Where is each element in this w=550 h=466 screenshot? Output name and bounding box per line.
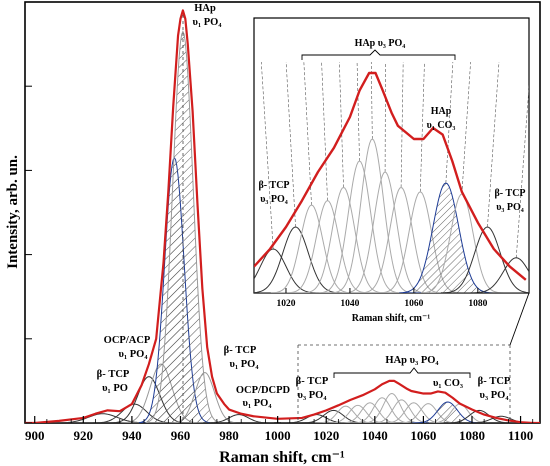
annot-btcp-v1-po-2: υ₁ PO [102, 383, 128, 394]
hap-v3-po4-bracket [333, 367, 471, 378]
inset-component-peaks [254, 138, 529, 293]
annot-btcp-v3-po4-right-1: β- TCP [478, 376, 511, 387]
x-tick-label: 920 [74, 428, 94, 443]
inset-x-ticks: 1020 1040 1060 1080 [276, 288, 488, 309]
inset-spectrum-curves [254, 71, 527, 281]
inset-component-peak [399, 182, 493, 293]
inset-guide-line [419, 61, 425, 192]
main-annotations: HAp υ₁ PO₄ OCP/ACP υ₁ PO₄ β- TCP υ₁ PO β… [97, 3, 511, 409]
main-x-ticks: 900 920 940 960 980 1000 1020 1040 1060 1080 1100 [25, 416, 533, 443]
inset-component-peak [440, 226, 529, 293]
main-y-ticks [25, 1, 32, 424]
x-tick-label: 980 [219, 428, 239, 443]
x-tick-label: 960 [171, 428, 191, 443]
annot-btcp-v1-po-1: β- TCP [97, 369, 130, 380]
annot-hap-v3-po4: HAp υ₃ PO₄ [385, 355, 439, 366]
inset-guide-line [321, 61, 328, 201]
inset-guide-line [487, 61, 500, 228]
annot-ocp-dcpd-1: OCP/DCPD [236, 385, 291, 396]
inset-annot-btcp-left-2: υ₃ PO₄ [260, 194, 288, 205]
fitted-envelope-line [25, 9, 540, 423]
annot-btcp-v1-po4-1: β- TCP [224, 345, 257, 356]
inset-annot-hap-v1-co3-1: HAp [431, 106, 452, 117]
inset-annot-btcp-left-1: β- TCP [258, 180, 289, 191]
inset-guide-line [370, 61, 373, 140]
annot-hap-v1-po4-1: HAp [194, 3, 216, 14]
x-tick-label: 1060 [410, 428, 436, 443]
inset-guide-line [303, 61, 312, 206]
annot-ocp-acp-1: OCP/ACP [104, 335, 151, 346]
inset-connector-line [509, 292, 530, 346]
annot-v1-co3: υ₁ CO₃ [433, 378, 463, 389]
main-x-axis-title: Raman shift, cm⁻¹ [219, 449, 345, 466]
inset-component-peak [286, 200, 369, 293]
inset-guide-line [461, 61, 471, 195]
x-tick-label: 900 [25, 428, 45, 443]
main-guide-lines [182, 15, 511, 423]
inset-dashed-guides [260, 61, 529, 258]
inset-component-peak [318, 160, 401, 293]
inset-x-tick-label: 1060 [404, 299, 423, 309]
inset-frame [253, 17, 530, 294]
inset-x-axis-title: Raman shift, cm⁻¹ [352, 313, 431, 324]
x-tick-label: 1080 [459, 428, 485, 443]
inset-annot-hap-v3-po4: HAp υ₃ PO₄ [355, 38, 406, 49]
inset-guide-line [285, 61, 296, 228]
annot-hap-v1-po4-2: υ₁ PO₄ [193, 17, 223, 28]
inset-guide-line [515, 83, 529, 258]
inset-x-tick-label: 1040 [340, 299, 359, 309]
inset-guide-line [339, 61, 344, 188]
component-peak [350, 397, 414, 423]
inset-x-tick-label: 1020 [276, 299, 295, 309]
x-tick-label: 1000 [265, 428, 291, 443]
x-tick-label: 940 [122, 428, 142, 443]
annot-btcp-v3-po4-right-2: υ₃ PO₄ [480, 390, 510, 401]
x-tick-label: 1020 [313, 428, 339, 443]
inset-hap-v3-po4-bracket [301, 49, 456, 60]
inset-fitted-envelope-line [254, 71, 527, 281]
inset-annot-hap-v1-co3-2: υ₁ CO₃ [427, 120, 456, 131]
inset-x-tick-label: 1080 [468, 299, 487, 309]
inset-annot-btcp-right-1: β- TCP [494, 188, 525, 199]
inset-guide-line [356, 61, 360, 162]
x-tick-label: 1040 [362, 428, 388, 443]
main-y-axis-title: Intensity, arb. un. [5, 155, 21, 269]
inset-guide-line [400, 61, 404, 188]
annot-ocp-acp-2: υ₁ PO₄ [119, 349, 149, 360]
inset-guide-line [260, 61, 274, 250]
annot-btcp-v1-po4-2: υ₁ PO₄ [230, 359, 260, 370]
annot-btcp-v3-po4-left-1: β- TCP [296, 376, 329, 387]
inset-component-peak [254, 226, 343, 293]
annot-ocp-dcpd-2: υ₁ PO₄ [243, 398, 273, 409]
annot-btcp-v3-po4-left-2: υ₃ PO₄ [298, 390, 328, 401]
main-spectrum-curves [25, 9, 540, 423]
x-tick-label: 1100 [508, 428, 533, 443]
inset-component-peak [469, 257, 529, 293]
component-peak [203, 414, 275, 423]
component-peak [360, 393, 423, 423]
inset-annot-btcp-right-2: υ₃ PO₄ [496, 202, 524, 213]
inset-guide-line [445, 61, 454, 184]
inset-annotations: HAp υ₃ PO₄ HAp υ₁ CO₃ β- TCP υ₃ PO₄ β- T… [258, 38, 525, 213]
inset-component-peak [331, 138, 414, 293]
